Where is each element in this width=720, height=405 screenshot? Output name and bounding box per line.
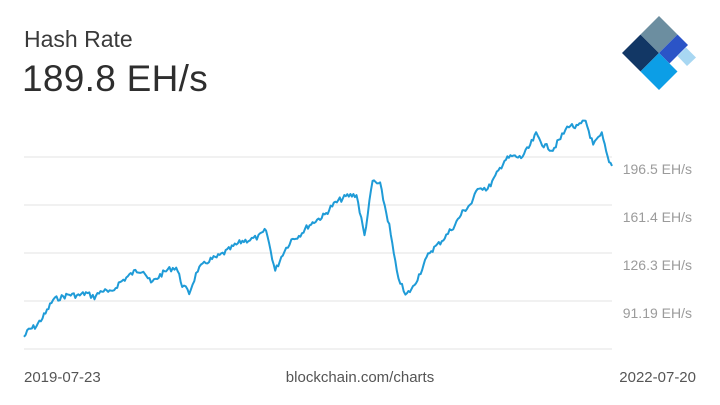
logo-diamond-light (677, 47, 696, 66)
y-tick-label: 161.4 EH/s (623, 209, 692, 225)
y-tick-label: 126.3 EH/s (623, 257, 692, 273)
logo-diamond-cyan (640, 53, 678, 90)
x-end-date: 2022-07-20 (619, 369, 696, 386)
blockchain-logo-icon (622, 16, 696, 90)
hash-rate-series-line (23, 119, 613, 338)
x-start-date: 2019-07-23 (24, 369, 101, 386)
chart-title: Hash Rate (24, 26, 133, 52)
logo-diamond-royal (659, 34, 688, 64)
source-label: blockchain.com/charts (285, 369, 435, 386)
y-tick-label: 91.19 EH/s (623, 305, 692, 321)
y-tick-label: 196.5 EH/s (623, 161, 692, 177)
current-value: 189.8 EH/s (22, 58, 209, 99)
